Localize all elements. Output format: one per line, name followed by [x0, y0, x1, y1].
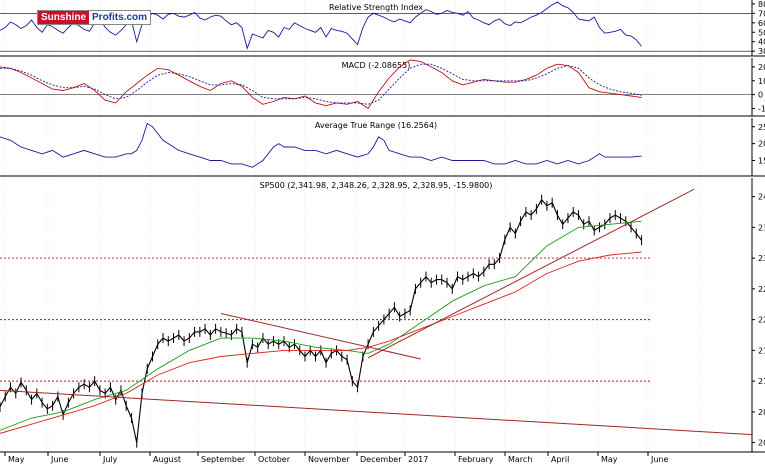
panel-2: Average True Range (16.2564) 15 20 25	[0, 118, 765, 177]
x-tick-label: September	[201, 455, 246, 464]
y-tick-label: 2050	[758, 408, 765, 417]
macd-signal-line	[0, 63, 642, 105]
x-tick-label: October	[258, 455, 291, 464]
logo-part-2: Profits.com	[89, 11, 151, 24]
y-tick-label: 0	[758, 91, 763, 100]
x-tick-label: April	[551, 455, 569, 464]
x-tick-label: March	[508, 455, 532, 464]
y-tick-label: 2400	[758, 193, 765, 202]
logo-part-1: Sunshine	[38, 11, 90, 24]
x-tick-label: 2017	[408, 455, 428, 464]
y-tick-label: 15	[758, 157, 765, 166]
long-moving-average	[0, 251, 642, 434]
x-tick-label: May	[8, 455, 25, 464]
y-tick-label: 80	[758, 0, 765, 9]
panel-title: MACD (-2.08655)	[342, 61, 411, 70]
panel-title: SP500 (2,341.98, 2,348.26, 2,328.95, 2,3…	[260, 181, 493, 190]
y-tick-label: 25	[758, 123, 765, 132]
short-moving-average	[0, 220, 642, 431]
x-tick-label: December	[360, 455, 402, 464]
trend-line	[367, 188, 695, 359]
y-tick-label: 2250	[758, 285, 765, 294]
x-tick-label: July	[102, 455, 118, 464]
indicator-line	[0, 122, 642, 168]
y-tick-label: 20	[758, 63, 765, 72]
indicator-line	[0, 1, 642, 50]
month-gridlines	[4, 0, 701, 452]
y-tick-label: 70	[758, 9, 765, 18]
x-tick-label: May	[601, 455, 618, 464]
y-tick-label: 2300	[758, 254, 765, 263]
x-tick-label: November	[308, 455, 350, 464]
y-tick-label: 2000	[758, 439, 765, 448]
y-tick-label: 40	[758, 38, 765, 47]
y-tick-label: 30	[758, 47, 765, 56]
x-axis: May June July August September October Novembe…	[0, 451, 765, 464]
y-tick-label: 60	[758, 19, 765, 28]
y-tick-label: 2100	[758, 377, 765, 386]
y-tick-label: 50	[758, 28, 765, 37]
y-tick-label: -10	[758, 104, 765, 113]
x-tick-label: June	[650, 455, 669, 464]
panel-1: MACD (-2.08655) -10 0 10 20	[0, 58, 765, 117]
y-tick-label: 2200	[758, 316, 765, 325]
x-tick-label: June	[50, 455, 69, 464]
trend-line	[0, 389, 753, 436]
y-tick-label: 10	[758, 77, 765, 86]
panel-title: Relative Strength Index	[329, 3, 423, 12]
y-tick-label: 20	[758, 140, 765, 149]
macd-line	[0, 59, 642, 110]
y-tick-label: 2350	[758, 223, 765, 232]
sunshine-profits-logo[interactable]: Sunshine Profits.com	[37, 10, 152, 25]
x-tick-label: February	[458, 455, 494, 464]
panel-title: Average True Range (16.2564)	[315, 121, 437, 130]
trend-line	[220, 312, 421, 360]
y-tick-label: 2150	[758, 346, 765, 355]
x-tick-label: August	[153, 455, 181, 464]
